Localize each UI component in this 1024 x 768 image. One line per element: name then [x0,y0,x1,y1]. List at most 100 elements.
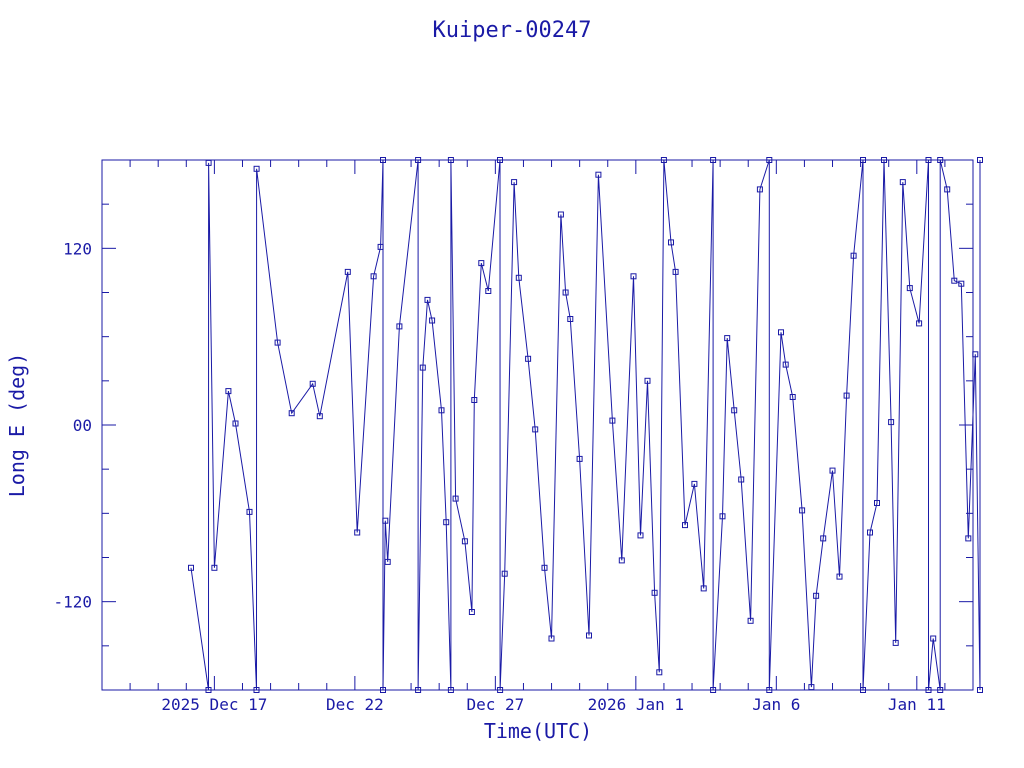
data-point [965,535,972,542]
data-point [813,592,820,599]
data-point [843,392,850,399]
x-tick-label: 2025 Dec 17 [161,695,267,714]
data-point [724,335,731,342]
data-point [925,687,932,693]
data-point [618,557,625,564]
data-point [937,687,944,693]
data-point [253,687,260,693]
data-point [756,186,763,193]
data-point [253,165,260,172]
y-tick-label: -120 [53,593,92,612]
data-point [497,157,503,163]
data-point [888,419,895,426]
data-point [881,157,887,163]
data-point [892,639,899,646]
y-tick-label: 00 [73,416,92,435]
x-axis-label: Time(UTC) [484,719,592,743]
x-tick-label: Jan 6 [752,695,800,714]
data-point [899,179,906,186]
data-point [668,239,674,246]
data-point [630,273,637,280]
x-axis: 2025 Dec 17 Dec 22 Dec 27 2026 Jan 1 Jan 6 Ja… [129,160,946,714]
data-point [930,635,937,642]
data-point [532,426,539,433]
data-point [799,507,806,514]
data-point [977,687,983,693]
data-point [211,564,218,571]
x-tick-label: Jan 11 [888,695,946,714]
data-point [682,522,688,529]
data-point [205,687,212,693]
data-point [541,564,548,571]
data-point [874,500,880,506]
data-point [789,394,796,400]
data-point [548,635,555,642]
data-point [429,317,436,324]
data-point [595,171,602,178]
data-point [672,268,679,275]
data-point [766,687,773,693]
data-point [778,329,784,336]
data-point [384,558,391,565]
data-point [515,274,522,281]
data-point [447,157,454,163]
data-point [443,519,450,526]
data-point [316,413,323,420]
data-point [719,513,726,520]
data-point [944,186,951,193]
data-point [557,211,564,218]
chart-title: Kuiper-00247 [433,18,592,43]
data-point [829,467,836,474]
data-point [782,361,789,368]
data-point [710,687,717,693]
data-point [497,687,504,693]
data-point [850,252,857,259]
data-point [691,480,698,487]
data-point [738,476,745,483]
data-point [916,320,923,327]
data-point [637,532,644,539]
data-point [656,669,663,676]
x-tick-label: 2026 Jan 1 [588,695,684,714]
data-point [700,585,707,592]
data-point [225,388,232,395]
data-point [731,407,738,414]
data-point [415,687,422,693]
data-point [461,538,468,545]
data-point [380,687,386,693]
data-point [288,410,295,417]
data-point [906,285,913,292]
data-point [567,316,574,322]
data-point [485,288,492,294]
data-point [808,684,815,691]
data-point [710,157,717,163]
data-point [419,364,426,371]
data-point [370,273,377,280]
data-point [380,157,386,163]
data-point [836,573,843,580]
data-point [609,417,616,424]
data-point [576,455,583,462]
data-point [644,377,651,384]
data-point [951,277,958,284]
data-point [478,260,485,267]
data-point [354,529,361,536]
data-point [344,268,351,275]
data-point [471,397,478,403]
data-point [958,280,965,287]
data-point [651,589,658,596]
data-point [747,617,754,624]
data-point [860,687,866,693]
y-axis: -120 00 120 [53,203,973,647]
series-line [190,159,981,691]
data-point [396,323,403,330]
data-point [860,157,866,163]
data-point [867,529,873,536]
data-point [925,157,932,163]
data-point [562,289,569,296]
data-point [937,157,944,163]
y-tick-label: 120 [63,239,92,258]
data-point [501,570,508,577]
data-point [972,351,979,358]
